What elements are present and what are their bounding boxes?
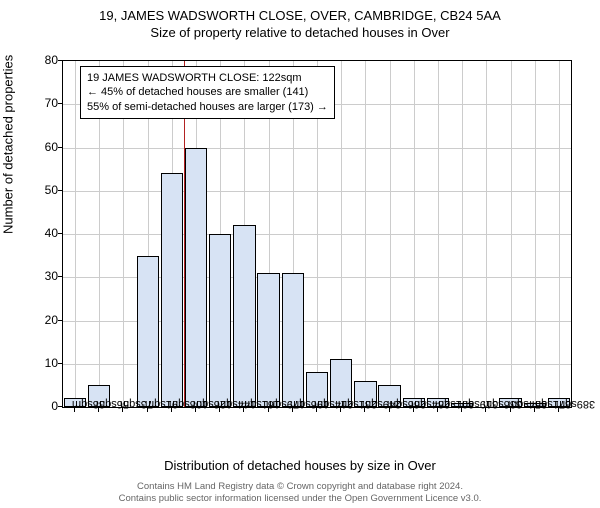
gridline-vertical (486, 61, 487, 407)
x-axis-label: Distribution of detached houses by size … (0, 458, 600, 473)
ytick-mark (58, 233, 62, 234)
page-subtitle: Size of property relative to detached ho… (0, 25, 600, 40)
footer-attribution: Contains HM Land Registry data © Crown c… (0, 481, 600, 504)
gridline-vertical (414, 61, 415, 407)
gridline-vertical (462, 61, 463, 407)
histogram-bar (233, 225, 255, 407)
gridline-vertical (341, 61, 342, 407)
ytick-label: 30 (28, 269, 58, 283)
ytick-mark (58, 406, 62, 407)
legend-line-2: ← 45% of detached houses are smaller (14… (87, 85, 328, 99)
histogram-bar (137, 256, 159, 407)
ytick-label: 20 (28, 313, 58, 327)
footer-line-1: Contains HM Land Registry data © Crown c… (0, 481, 600, 492)
ytick-label: 10 (28, 356, 58, 370)
ytick-mark (58, 320, 62, 321)
y-axis-label: Number of detached properties (1, 55, 16, 234)
histogram-bar (161, 173, 183, 407)
histogram-bar (282, 273, 304, 407)
gridline-vertical (75, 61, 76, 407)
ytick-label: 40 (28, 226, 58, 240)
ytick-mark (58, 147, 62, 148)
histogram-bar (257, 273, 279, 407)
gridline-vertical (511, 61, 512, 407)
gridline-vertical (559, 61, 560, 407)
page-title: 19, JAMES WADSWORTH CLOSE, OVER, CAMBRID… (0, 8, 600, 23)
gridline-vertical (535, 61, 536, 407)
ytick-label: 0 (28, 399, 58, 413)
gridline-vertical (390, 61, 391, 407)
ytick-label: 80 (28, 53, 58, 67)
ytick-label: 50 (28, 183, 58, 197)
footer-line-2: Contains public sector information licen… (0, 493, 600, 504)
histogram-bar (209, 234, 231, 407)
legend-line-3: 55% of semi-detached houses are larger (… (87, 100, 328, 114)
ytick-mark (58, 276, 62, 277)
ytick-mark (58, 190, 62, 191)
chart-legend: 19 JAMES WADSWORTH CLOSE: 122sqm ← 45% o… (80, 66, 335, 119)
ytick-label: 70 (28, 96, 58, 110)
legend-line-1: 19 JAMES WADSWORTH CLOSE: 122sqm (87, 71, 328, 85)
ytick-mark (58, 60, 62, 61)
ytick-mark (58, 103, 62, 104)
ytick-mark (58, 363, 62, 364)
gridline-vertical (365, 61, 366, 407)
histogram-bar (185, 148, 207, 408)
ytick-label: 60 (28, 140, 58, 154)
gridline-vertical (438, 61, 439, 407)
